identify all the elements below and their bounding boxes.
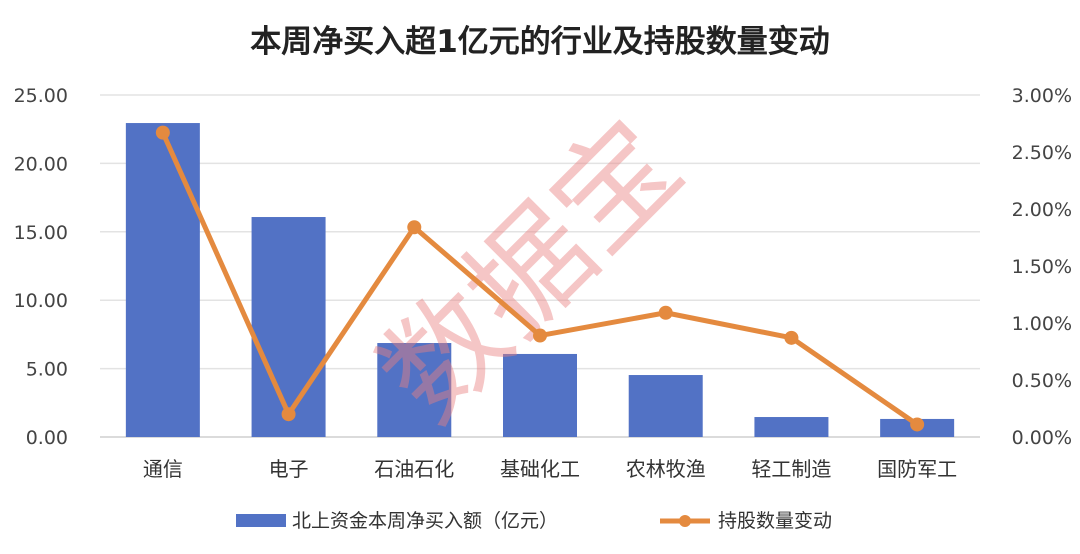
y-right-tick-label: 3.00% <box>1012 85 1072 107</box>
bar <box>125 123 200 437</box>
bar <box>251 217 326 437</box>
y-right-tick-label: 2.50% <box>1012 142 1072 164</box>
line-series <box>155 125 925 432</box>
y-left-tick-label: 20.00 <box>14 153 68 175</box>
bar <box>503 353 577 437</box>
legend-swatch-bar <box>236 514 286 527</box>
x-tick-label: 通信 <box>143 457 183 481</box>
y-right-tick-label: 1.50% <box>1012 256 1072 278</box>
bar <box>628 375 703 437</box>
line-point <box>910 417 925 432</box>
x-tick-label: 电子 <box>269 457 309 481</box>
legend: 北上资金本周净买入额（亿元） 持股数量变动 <box>236 510 832 532</box>
x-tick-label: 轻工制造 <box>751 457 831 481</box>
y-right-tick-label: 0.00% <box>1012 427 1072 449</box>
x-tick-label: 农林牧渔 <box>626 457 706 481</box>
y-left-tick-label: 15.00 <box>14 222 68 244</box>
line-point <box>407 220 422 235</box>
y-left-tick-label: 0.00 <box>26 427 68 449</box>
x-tick-label: 石油石化 <box>374 457 454 481</box>
gridlines <box>100 94 980 438</box>
legend-label-bar: 北上资金本周净买入额（亿元） <box>292 510 558 532</box>
bar <box>377 343 452 437</box>
line-point <box>658 305 673 320</box>
line-point <box>155 125 170 140</box>
bar <box>754 417 829 437</box>
line-point <box>281 407 296 422</box>
y-left-tick-label: 25.00 <box>14 85 68 107</box>
y-left-tick-label: 5.00 <box>26 359 68 381</box>
axes: 0.00 5.00 10.00 15.00 20.00 25.00 0.00% 0.50% 1.… <box>14 85 1072 481</box>
x-tick-label: 基础化工 <box>500 457 580 481</box>
y-right-tick-label: 1.00% <box>1012 313 1072 335</box>
chart-title: 本周净买入超1亿元的行业及持股数量变动 <box>250 24 830 60</box>
x-tick-label: 国防军工 <box>877 457 957 481</box>
y-right-tick-label: 2.00% <box>1012 199 1072 221</box>
y-right-tick-label: 0.50% <box>1012 370 1072 392</box>
legend-label-line: 持股数量变动 <box>718 510 832 532</box>
legend-marker <box>679 515 691 527</box>
line-point <box>533 328 547 343</box>
line-point <box>784 330 799 345</box>
y-left-tick-label: 10.00 <box>14 290 68 312</box>
